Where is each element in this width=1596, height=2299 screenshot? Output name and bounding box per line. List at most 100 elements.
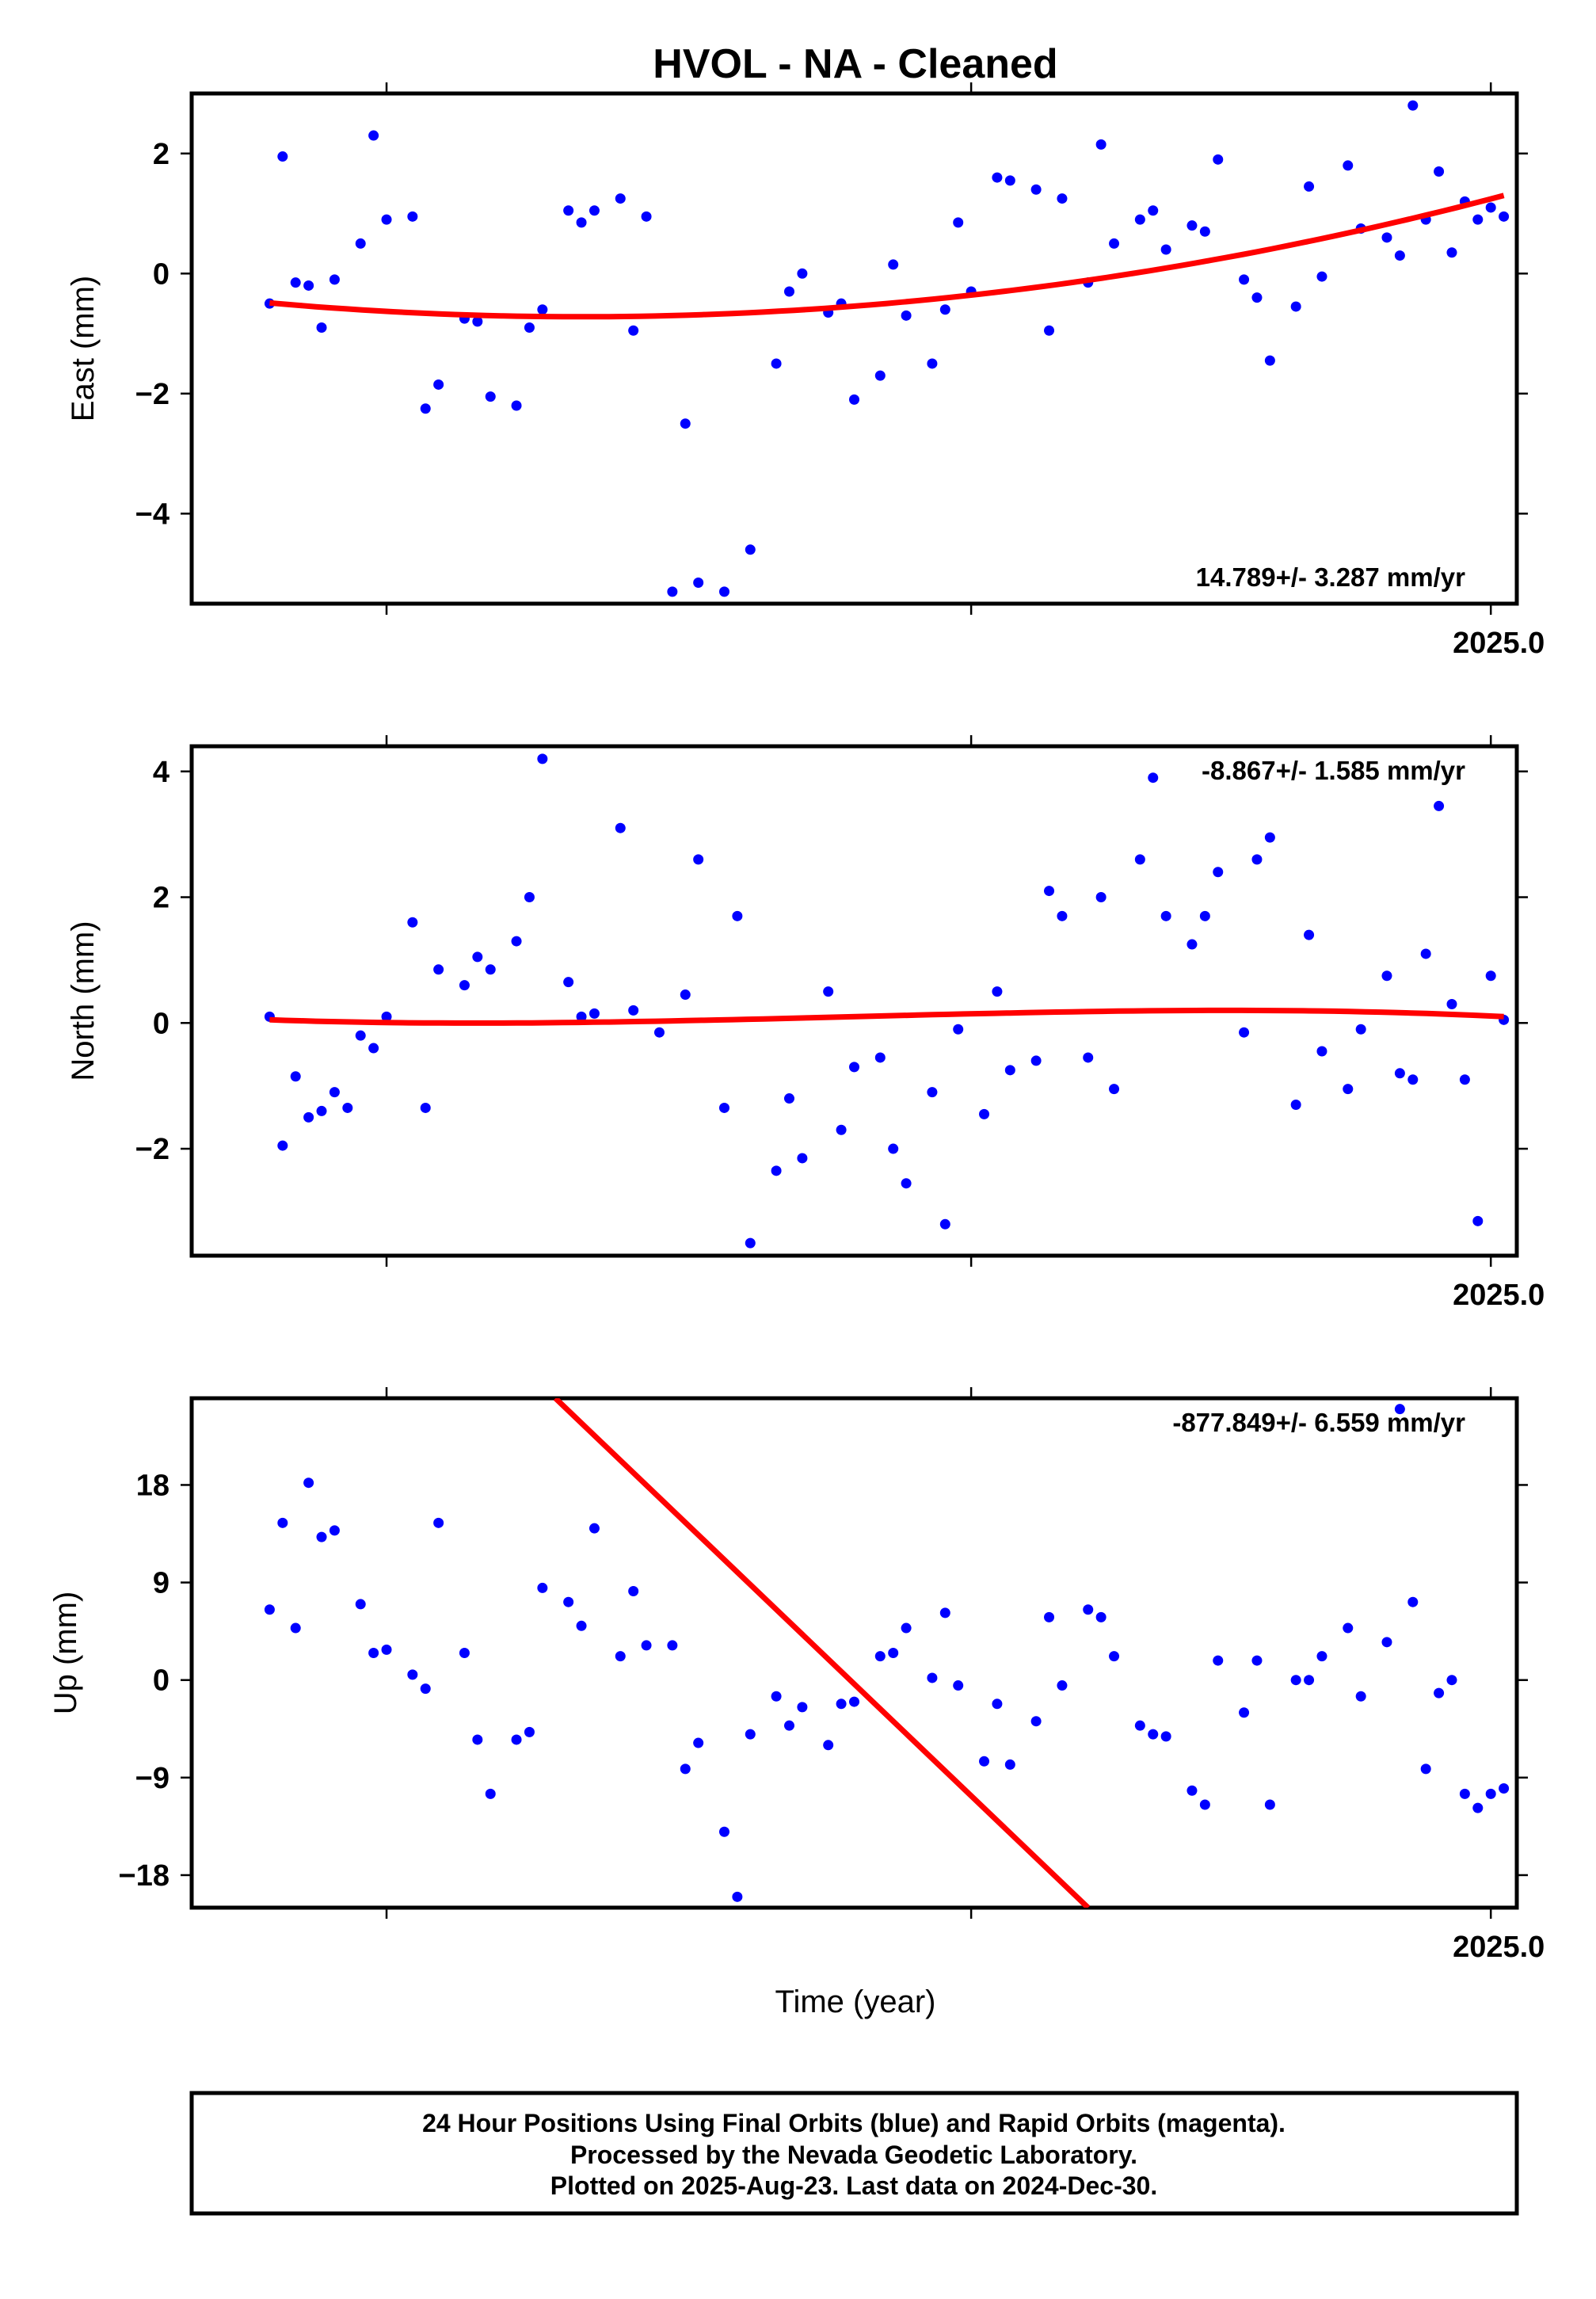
data-point	[576, 1620, 587, 1631]
data-point	[1304, 929, 1315, 940]
data-point	[771, 1165, 782, 1176]
data-point	[524, 322, 535, 333]
data-point	[979, 1108, 990, 1119]
data-point	[1148, 205, 1159, 216]
data-point	[329, 274, 340, 285]
data-point	[836, 1124, 847, 1135]
data-point	[1343, 160, 1354, 171]
footer-box	[189, 2091, 1519, 2216]
data-point	[797, 268, 808, 279]
data-point	[888, 1648, 899, 1658]
data-point	[316, 1105, 327, 1116]
data-point	[836, 1699, 847, 1710]
data-point	[277, 151, 288, 162]
data-point	[1160, 910, 1171, 921]
footer-line-3: Plotted on 2025-Aug-23. Last data on 202…	[550, 2171, 1157, 2200]
data-point	[381, 214, 392, 225]
data-point	[355, 238, 366, 249]
data-point	[693, 854, 704, 865]
data-point	[745, 544, 756, 555]
data-point	[524, 1726, 535, 1737]
data-point	[849, 1696, 859, 1707]
data-point	[1083, 1052, 1094, 1063]
data-point	[1316, 1651, 1327, 1662]
data-point	[1381, 1637, 1392, 1648]
data-point	[1472, 1802, 1484, 1813]
data-point	[693, 577, 704, 588]
y-tick-label: −2	[135, 378, 170, 411]
y-tick-label: 2	[153, 882, 170, 915]
data-point	[368, 1043, 379, 1054]
data-point	[653, 1027, 665, 1038]
data-point	[524, 892, 535, 903]
data-point	[537, 753, 548, 764]
data-point	[939, 1607, 950, 1618]
data-point	[342, 1102, 353, 1113]
data-point	[771, 358, 782, 369]
y-tick-label: −4	[135, 498, 170, 531]
data-point	[823, 986, 834, 997]
data-point	[316, 322, 327, 333]
data-point	[1004, 1065, 1015, 1076]
data-point	[589, 205, 600, 216]
data-point	[1199, 226, 1210, 237]
data-point	[1251, 854, 1263, 865]
data-point	[797, 1153, 808, 1164]
data-point	[381, 1011, 392, 1022]
data-point	[849, 394, 859, 405]
data-point	[407, 211, 418, 222]
data-point	[641, 1640, 652, 1651]
data-point	[1187, 220, 1198, 231]
data-point	[745, 1729, 756, 1740]
data-point	[407, 1669, 418, 1680]
data-point	[901, 1178, 912, 1189]
data-point	[1239, 1027, 1250, 1038]
data-point	[771, 1691, 782, 1702]
data-point	[1407, 100, 1419, 111]
data-point	[1381, 232, 1392, 243]
data-point	[420, 403, 431, 414]
data-point	[1187, 939, 1198, 950]
data-point	[433, 379, 444, 390]
data-point	[1134, 214, 1145, 225]
data-point	[1472, 1215, 1484, 1226]
data-point	[511, 1734, 522, 1745]
data-point	[433, 1517, 444, 1528]
data-point	[1420, 1763, 1431, 1775]
data-point	[615, 822, 626, 833]
data-point	[1355, 1024, 1366, 1035]
plot-frame	[189, 744, 1519, 1258]
y-tick-label: −2	[135, 1133, 170, 1166]
data-point	[329, 1087, 340, 1098]
data-point	[1316, 1046, 1327, 1057]
data-point	[381, 1644, 392, 1655]
data-point	[874, 1052, 886, 1063]
x-tick-label: 2025.0	[1453, 627, 1545, 660]
data-point	[290, 1622, 301, 1634]
footer-line-1: 24 Hour Positions Using Final Orbits (bl…	[422, 2109, 1286, 2137]
y-axis-label: North (mm)	[66, 921, 101, 1081]
data-point	[329, 1525, 340, 1536]
data-point	[615, 193, 626, 204]
fit-line	[269, 1007, 1504, 1026]
data-point	[1420, 948, 1431, 959]
data-point	[1316, 271, 1327, 282]
data-point	[1239, 1707, 1250, 1718]
north-panel: 2025.0 4 2 0 −2 North (mm) -8.867+/- 1.585 mm/…	[66, 735, 1545, 1312]
data-point	[718, 1826, 729, 1837]
y-tick-label: 0	[153, 1664, 170, 1698]
data-point	[511, 400, 522, 411]
data-point	[667, 1640, 678, 1651]
data-point	[1434, 800, 1445, 811]
data-point	[874, 1651, 886, 1662]
data-point	[641, 211, 652, 222]
data-point	[718, 586, 729, 597]
data-point	[1109, 1651, 1120, 1662]
data-point	[472, 1734, 483, 1745]
y-tick-label: −9	[135, 1762, 170, 1795]
y-tick-label: 18	[136, 1469, 170, 1502]
data-point	[277, 1517, 288, 1528]
x-tick-label: 2025.0	[1453, 1931, 1545, 1964]
rate-label: 14.789+/- 3.287 mm/yr	[1196, 562, 1465, 592]
